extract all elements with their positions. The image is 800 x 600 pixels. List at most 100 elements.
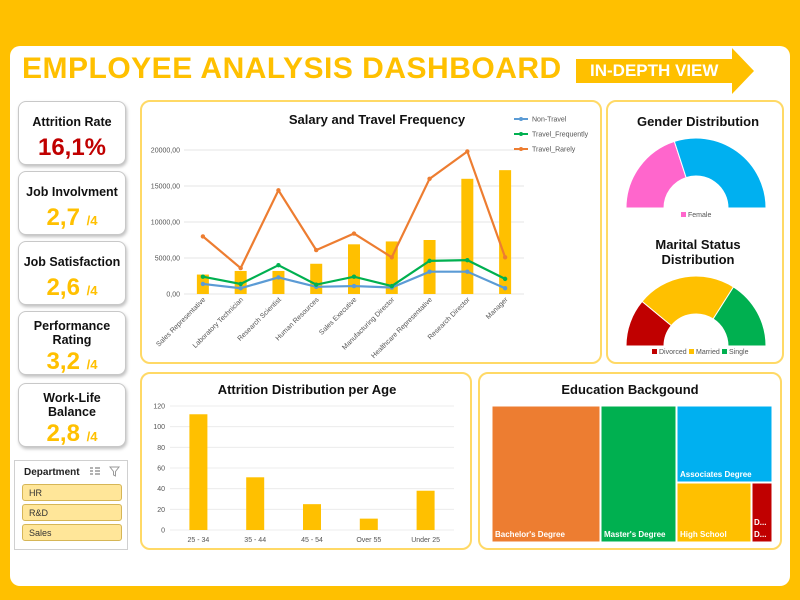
salary-travel-card: Salary and Travel Frequency 0,00 5000,00 1… (140, 100, 602, 364)
kpi-value: 16,1% (37, 134, 107, 161)
bar (423, 240, 436, 294)
kpi-label: Attrition Rate (32, 115, 112, 129)
marital-chart-title: Marital Status Distribution (655, 237, 741, 267)
y-tick-label: 15000,00 (151, 184, 180, 191)
y-tick-label: 0 (161, 528, 165, 535)
treemap-cell (491, 405, 601, 543)
y-tick-label: 120 (153, 404, 165, 411)
slicer-item-hr[interactable]: HR (22, 484, 122, 501)
attrition-age-card: Attrition Distribution per Age 0 20 40 60 80… (140, 372, 472, 550)
arrow-right-icon (576, 48, 754, 94)
age-chart-title: Attrition Distribution per Age (217, 382, 397, 397)
y-tick-label: 20000,00 (151, 148, 180, 155)
treemap-label: D... (754, 518, 766, 527)
clear-filter-icon[interactable] (109, 466, 121, 477)
kpi-job-satisfaction: Job Satisfaction 2,6 /4 (18, 241, 126, 305)
legend-marker (519, 147, 523, 151)
series-point (465, 257, 470, 263)
gender-donut-chart: Female (625, 137, 767, 219)
kpi-denominator: /4 (86, 429, 98, 444)
legend-swatch (681, 212, 686, 217)
in-depth-view-label: IN-DEPTH VIEW (590, 61, 719, 80)
x-tick-label: 25 - 34 (188, 537, 210, 544)
education-chart-title: Education Backgound (561, 382, 699, 397)
legend-label: Non-Travel (532, 117, 567, 124)
treemap-cell (600, 405, 677, 543)
x-tick-label: Manager (485, 296, 510, 321)
education-treemap: Bachelor's Degree Master's Degree Associat… (491, 405, 773, 543)
series-point (238, 281, 243, 287)
bar (348, 244, 360, 294)
y-tick-label: 20 (157, 507, 165, 514)
kpi-performance-rating: Performance Rating 3,2 /4 (18, 311, 126, 375)
legend-label: Divorced (659, 349, 687, 356)
legend-marker (519, 117, 523, 121)
kpi-value: 3,2 (46, 348, 80, 375)
bar (303, 504, 321, 530)
series-point (465, 269, 470, 274)
series-point (238, 286, 243, 291)
series-point (465, 149, 470, 154)
gender-slice (673, 137, 767, 209)
legend-swatch (689, 349, 694, 354)
y-tick-label: 40 (157, 486, 165, 493)
demographics-card: Gender Distribution Female Marital Statu… (606, 100, 784, 364)
x-tick-label: Healthcare Representative (370, 296, 434, 360)
legend-label: Travel_Frequently (532, 132, 589, 139)
bar (246, 477, 265, 530)
y-tick-label: 5000,00 (155, 256, 180, 263)
series-point (200, 234, 206, 239)
series-point (502, 276, 508, 282)
series-point (502, 286, 508, 291)
series-point (276, 263, 281, 268)
legend-swatch (722, 349, 727, 354)
legend-marker (519, 132, 523, 136)
series-point (427, 176, 432, 181)
slicer-item-sales[interactable]: Sales (22, 524, 122, 541)
series-point (502, 255, 508, 260)
treemap-cell (676, 482, 752, 543)
series-point (427, 258, 432, 264)
multi-select-icon[interactable] (89, 466, 101, 477)
legend-label: Female (688, 212, 711, 219)
page-title: EMPLOYEE ANALYSIS DASHBOARD (22, 52, 562, 85)
kpi-label: Performance Rating (33, 319, 111, 347)
kpi-denominator: /4 (86, 283, 98, 298)
x-tick-label: 45 - 54 (301, 537, 323, 544)
bar (499, 170, 512, 294)
series-point (389, 255, 394, 260)
kpi-attrition-rate: Attrition Rate 16,1% (18, 101, 126, 165)
y-tick-label: 80 (157, 445, 165, 452)
kpi-job-involvement: Job Involvment 2,7 /4 (18, 171, 126, 235)
bar (310, 263, 323, 294)
series-point (314, 282, 319, 287)
series-point (314, 247, 319, 253)
x-tick-label: Under 25 (411, 537, 440, 544)
x-tick-label: 35 - 44 (244, 537, 266, 544)
treemap-label: High School (680, 530, 727, 539)
salary-chart-title: Salary and Travel Frequency (288, 112, 466, 127)
kpi-value: 2,6 (46, 274, 80, 301)
slicer-item-rd[interactable]: R&D (22, 504, 122, 521)
bar (272, 270, 285, 294)
attrition-age-chart: 0 20 40 60 80 100 120 25 - 34 35 - 44 45 - 54 Over… (153, 404, 454, 544)
treemap-label: Associates Degree (680, 470, 752, 479)
series-point (276, 188, 281, 193)
kpi-value: 2,8 (46, 420, 80, 447)
legend-label: Married (696, 349, 720, 356)
series-point (351, 283, 357, 289)
kpi-denominator: /4 (86, 357, 98, 372)
in-depth-view-button[interactable]: IN-DEPTH VIEW (576, 48, 754, 94)
kpi-work-life-balance: Work-Life Balance 2,8 /4 (18, 383, 126, 447)
y-tick-label: 0,00 (166, 292, 180, 299)
marital-slice (641, 275, 735, 327)
treemap-label: D... (754, 530, 766, 539)
bar (189, 414, 208, 530)
series-point (200, 274, 206, 279)
kpi-denominator: /4 (86, 213, 98, 228)
kpi-value: 2,7 (46, 204, 80, 231)
series-point (389, 283, 394, 289)
marital-donut-chart: Divorced Married Single (625, 275, 767, 356)
bar (416, 490, 435, 530)
treemap-cell (751, 482, 773, 543)
